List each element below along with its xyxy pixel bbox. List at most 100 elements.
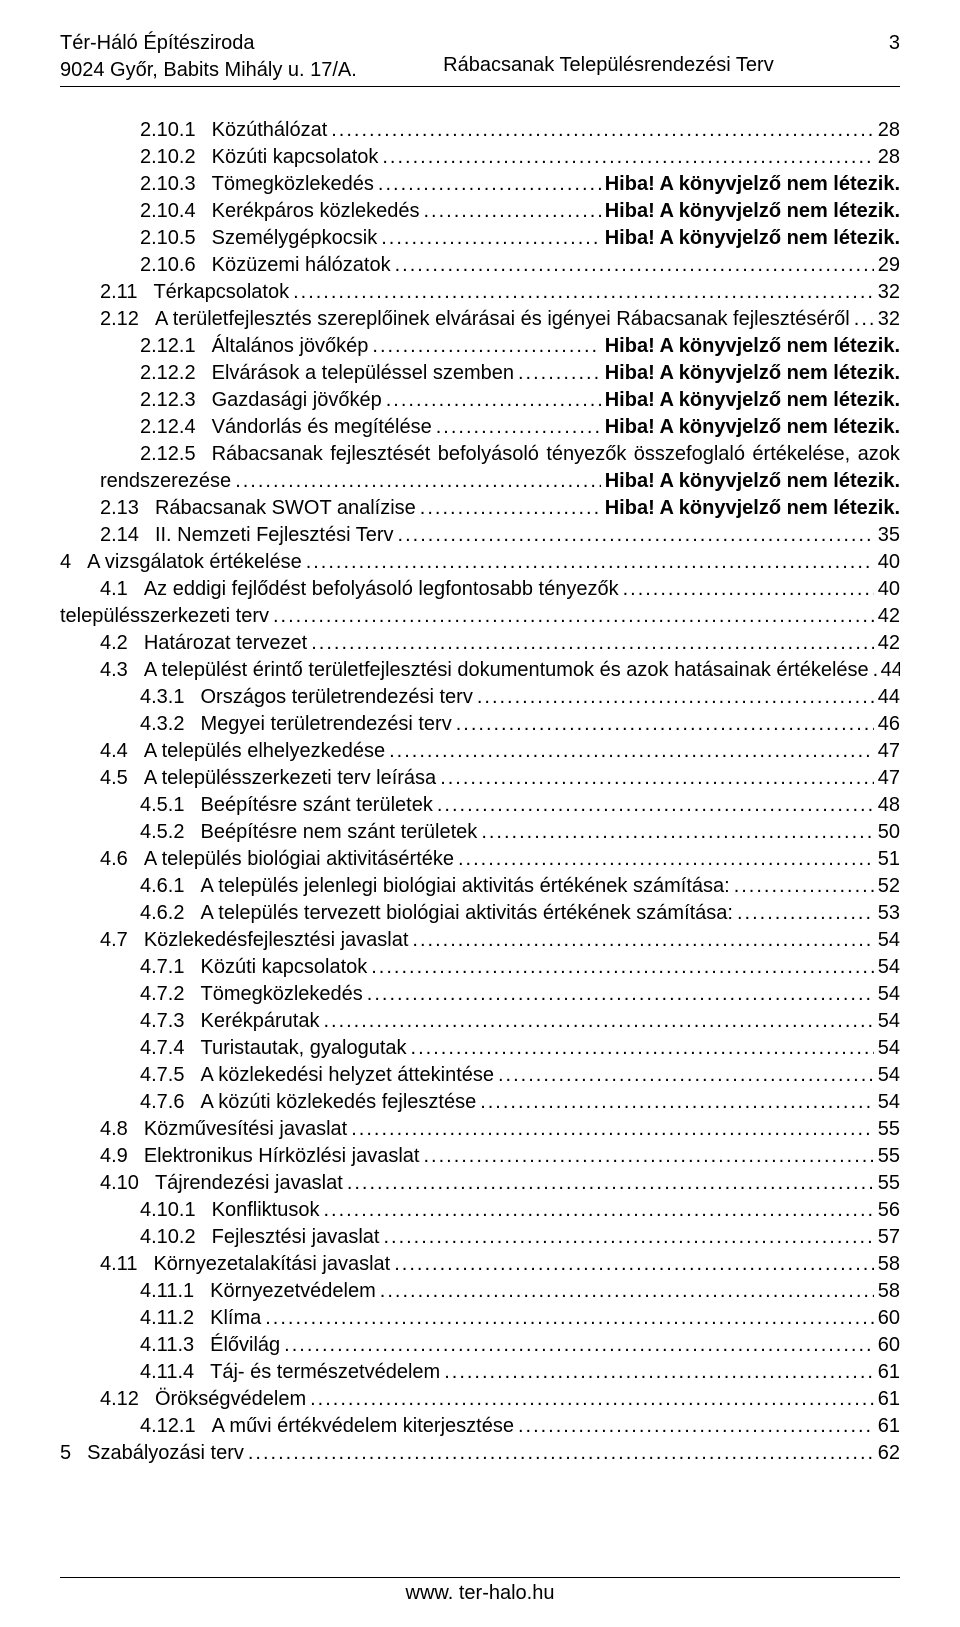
toc-leader-dots (269, 603, 874, 630)
toc-leader-dots (454, 846, 874, 873)
toc-leader-dots (343, 1170, 874, 1197)
toc-leader-dots (432, 414, 601, 441)
toc-number: 4.11.3 (140, 1332, 210, 1359)
toc-number: 2.10.3 (140, 171, 212, 198)
toc-number: 2.10.6 (140, 252, 212, 279)
toc-leader-dots (514, 360, 601, 387)
toc-entry: 4.10.1Konfliktusok56 (60, 1197, 900, 1224)
toc-entry: 4.7.5A közlekedési helyzet áttekintése54 (60, 1062, 900, 1089)
toc-page: 61 (874, 1386, 900, 1413)
toc-title: Közúthálózat (212, 117, 328, 144)
toc-entry: 4.11.3Élővilág60 (60, 1332, 900, 1359)
toc-entry: 4.12.1A művi értékvédelem kiterjesztése6… (60, 1413, 900, 1440)
toc-number: 4.3.2 (140, 711, 200, 738)
toc-page: 54 (874, 981, 900, 1008)
toc-page: Hiba! A könyvjelző nem létezik. (601, 198, 900, 225)
toc-number: 4.10.1 (140, 1197, 212, 1224)
toc-number: 2.12.4 (140, 414, 212, 441)
toc-title: Vándorlás és megítélése (212, 414, 432, 441)
toc-entry: 2.10.4Kerékpáros közlekedésHiba! A könyv… (60, 198, 900, 225)
toc-number: 2.10.2 (140, 144, 212, 171)
toc-page: 48 (874, 792, 900, 819)
toc-number: 2.12.3 (140, 387, 212, 414)
toc-page: 54 (874, 1089, 900, 1116)
toc-title: Elvárások a településsel szemben (212, 360, 514, 387)
toc-entry: 4.7Közlekedésfejlesztési javaslat54 (60, 927, 900, 954)
toc-page: 55 (874, 1170, 900, 1197)
toc-entry: 4.11Környezetalakítási javaslat58 (60, 1251, 900, 1278)
toc-leader-dots (476, 1089, 874, 1116)
toc-page: 42 (874, 630, 900, 657)
toc-page: Hiba! A könyvjelző nem létezik. (601, 468, 900, 495)
toc-entry: 4.7.4Turistautak, gyalogutak54 (60, 1035, 900, 1062)
toc-number: 4.4 (100, 738, 144, 765)
toc-leader-dots (419, 1143, 873, 1170)
toc-number: 4.9 (100, 1143, 144, 1170)
toc-leader-dots (440, 1359, 874, 1386)
toc-leader-dots (385, 738, 874, 765)
toc-number: 2.11 (100, 279, 153, 306)
toc-page: 54 (874, 1062, 900, 1089)
toc-number: 2.10.1 (140, 117, 212, 144)
toc-page: 32 (874, 306, 900, 333)
toc-leader-dots (379, 1224, 873, 1251)
toc-page: 61 (874, 1413, 900, 1440)
toc-number: 4.10 (100, 1170, 155, 1197)
toc-number: 4.7.5 (140, 1062, 200, 1089)
toc-entry: 4A vizsgálatok értékelése40 (60, 549, 900, 576)
toc-title: Gazdasági jövőkép (212, 387, 382, 414)
toc-entry: 4.12Örökségvédelem 61 (60, 1386, 900, 1413)
toc-title: Környezetvédelem (210, 1278, 376, 1305)
toc-page: Hiba! A könyvjelző nem létezik. (601, 171, 900, 198)
toc-entry: 4.11.2Klíma60 (60, 1305, 900, 1332)
toc-entry: 4.8Közművesítési javaslat55 (60, 1116, 900, 1143)
toc-title: A település elhelyezkedése (144, 738, 385, 765)
toc-entry: 4.7.2Tömegközlekedés54 (60, 981, 900, 1008)
toc-title: Tömegközlekedés (200, 981, 362, 1008)
toc-number: 4.5 (100, 765, 144, 792)
toc-number: 4.12 (100, 1386, 155, 1413)
toc-leader-dots (261, 1305, 874, 1332)
toc-leader-dots (368, 333, 600, 360)
toc-entry: 2.10.1Közúthálózat 28 (60, 117, 900, 144)
toc-title: Határozat tervezet (144, 630, 307, 657)
toc-entry: 2.12A területfejlesztés szereplőinek elv… (60, 306, 900, 333)
toc-number: 4.3.1 (140, 684, 200, 711)
toc-leader-dots (494, 1062, 874, 1089)
toc-page: 60 (874, 1332, 900, 1359)
toc-title: Örökségvédelem (155, 1386, 306, 1413)
toc-entry: 4.3.1Országos területrendezési terv44 (60, 684, 900, 711)
toc-leader-dots (302, 549, 874, 576)
toc-entry: 2.14II. Nemzeti Fejlesztési Terv35 (60, 522, 900, 549)
toc-title: Turistautak, gyalogutak (200, 1035, 406, 1062)
toc-number: 4.5.1 (140, 792, 200, 819)
toc-entry-continuation: rendszerezéseHiba! A könyvjelző nem léte… (60, 468, 900, 495)
toc-title: Közművesítési javaslat (144, 1116, 347, 1143)
toc-entry: 4.5.2Beépítésre nem szánt területek50 (60, 819, 900, 846)
toc-leader-dots (378, 144, 873, 171)
toc-title: A települést érintő területfejlesztési d… (144, 657, 869, 684)
company-address: 9024 Győr, Babits Mihály u. 17/A. (60, 57, 357, 84)
toc-entry: 4.3A települést érintő területfejlesztés… (60, 657, 900, 684)
toc-page: 52 (874, 873, 900, 900)
toc-number: 4.10.2 (140, 1224, 212, 1251)
toc-entry: 4.11.4Táj- és természetvédelem61 (60, 1359, 900, 1386)
toc-page: 40 (874, 549, 900, 576)
toc-entry: 4.4A település elhelyezkedése47 (60, 738, 900, 765)
toc-entry: 2.12.2Elvárások a településsel szembenHi… (60, 360, 900, 387)
toc-title: Tájrendezési javaslat (155, 1170, 343, 1197)
toc-number: 2.13 (100, 495, 155, 522)
toc-number: 4.6.2 (140, 900, 200, 927)
toc-page: 54 (874, 1008, 900, 1035)
toc-entry: 4.5.1Beépítésre szánt területek48 (60, 792, 900, 819)
toc-number: 2.12.5 (140, 441, 212, 468)
toc-entry: 4.7.1Közúti kapcsolatok54 (60, 954, 900, 981)
toc-page: Hiba! A könyvjelző nem létezik. (601, 387, 900, 414)
toc-entry: 2.10.6Közüzemi hálózatok29 (60, 252, 900, 279)
toc-number: 4.3 (100, 657, 144, 684)
toc-leader-dots (869, 657, 877, 684)
toc-number: 4.6.1 (140, 873, 200, 900)
toc-number: 4.1 (100, 576, 144, 603)
toc-entry: 2.10.2Közúti kapcsolatok28 (60, 144, 900, 171)
toc-page: 28 (874, 117, 900, 144)
